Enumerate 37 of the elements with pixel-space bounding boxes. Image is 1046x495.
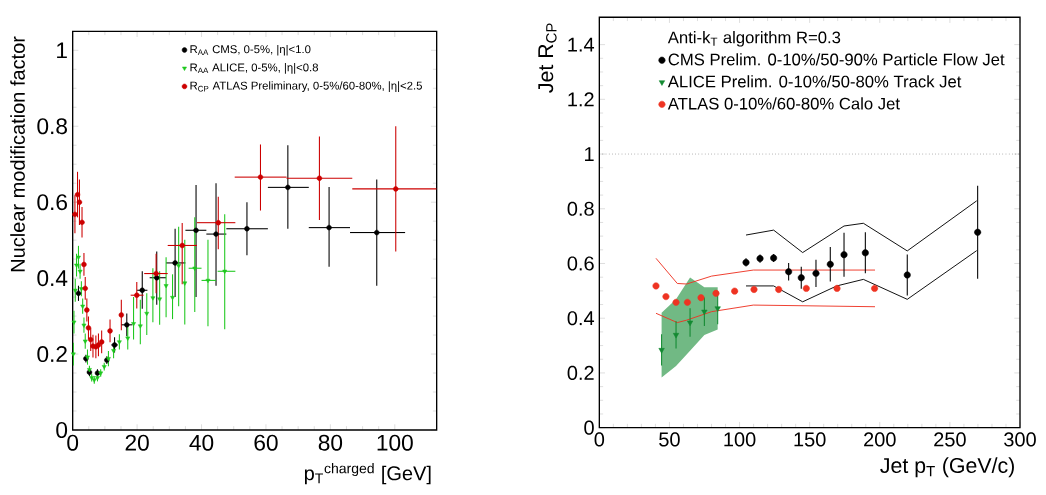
legend-title: Anti-k$_{T}$ algorithm R=0.3: [667, 31, 841, 47]
y-tick-label: 0.8: [37, 118, 67, 135]
x-axis-title: p$_{T}$$^{charged}$ [GeV]: [304, 463, 431, 485]
y-tick-label: 0.2: [37, 346, 67, 363]
x-tick-label: 100: [377, 434, 413, 451]
x-tick-label: 50: [659, 432, 680, 447]
y-tick-label: 0.6: [567, 256, 594, 271]
legend-label: R$_{CP}$ ATLAS Preliminary, 0-5%/60-80%, |η|<2.5: [190, 81, 422, 92]
y-tick-label: 0: [584, 420, 594, 435]
y-tick-label: 1: [57, 42, 67, 59]
x-tick-label: 0: [67, 434, 79, 451]
y-tick-label: 0.6: [37, 194, 67, 211]
x-tick-label: 200: [864, 432, 896, 447]
x-tick-label: 80: [318, 434, 343, 451]
x-tick-label: 150: [794, 432, 826, 447]
x-tick-label: 60: [254, 434, 278, 451]
y-axis-title: Nuclear modification factor: [10, 36, 25, 272]
legend-label: ATLAS 0-10%/60-80% Calo Jet: [667, 97, 900, 110]
legend-label: CMS Prelim. 0-10%/50-90% Particle Flow Jet: [668, 53, 1005, 66]
y-tick-label: 0.8: [567, 201, 594, 216]
legend-label: R$_{AA}$ ALICE, 0-5%, |η|<0.8: [190, 63, 319, 74]
x-tick-label: 0: [594, 432, 605, 447]
y-tick-label: 1.2: [568, 92, 594, 107]
y-axis-title: Jet R$_{CP}$: [538, 23, 557, 93]
y-tick-label: 1: [585, 147, 594, 161]
legend-label: R$_{AA}$ CMS, 0-5%, |η|<1.0: [190, 44, 311, 56]
y-tick-label: 0.4: [37, 270, 68, 287]
x-tick-label: 300: [1004, 432, 1036, 447]
y-tick-label: 1.4: [568, 37, 595, 52]
y-tick-label: 0.4: [567, 311, 595, 326]
y-tick-label: 0.2: [567, 365, 594, 381]
x-tick-label: 100: [724, 432, 756, 447]
x-tick-label: 250: [934, 432, 966, 447]
legend-label: ALICE Prelim. 0-10%/50-80% Track Jet: [667, 75, 962, 88]
x-tick-label: 40: [189, 434, 214, 451]
x-axis-title: Jet p$_{T}$ (GeV/c): [880, 457, 1014, 478]
x-tick-label: 20: [125, 434, 149, 451]
